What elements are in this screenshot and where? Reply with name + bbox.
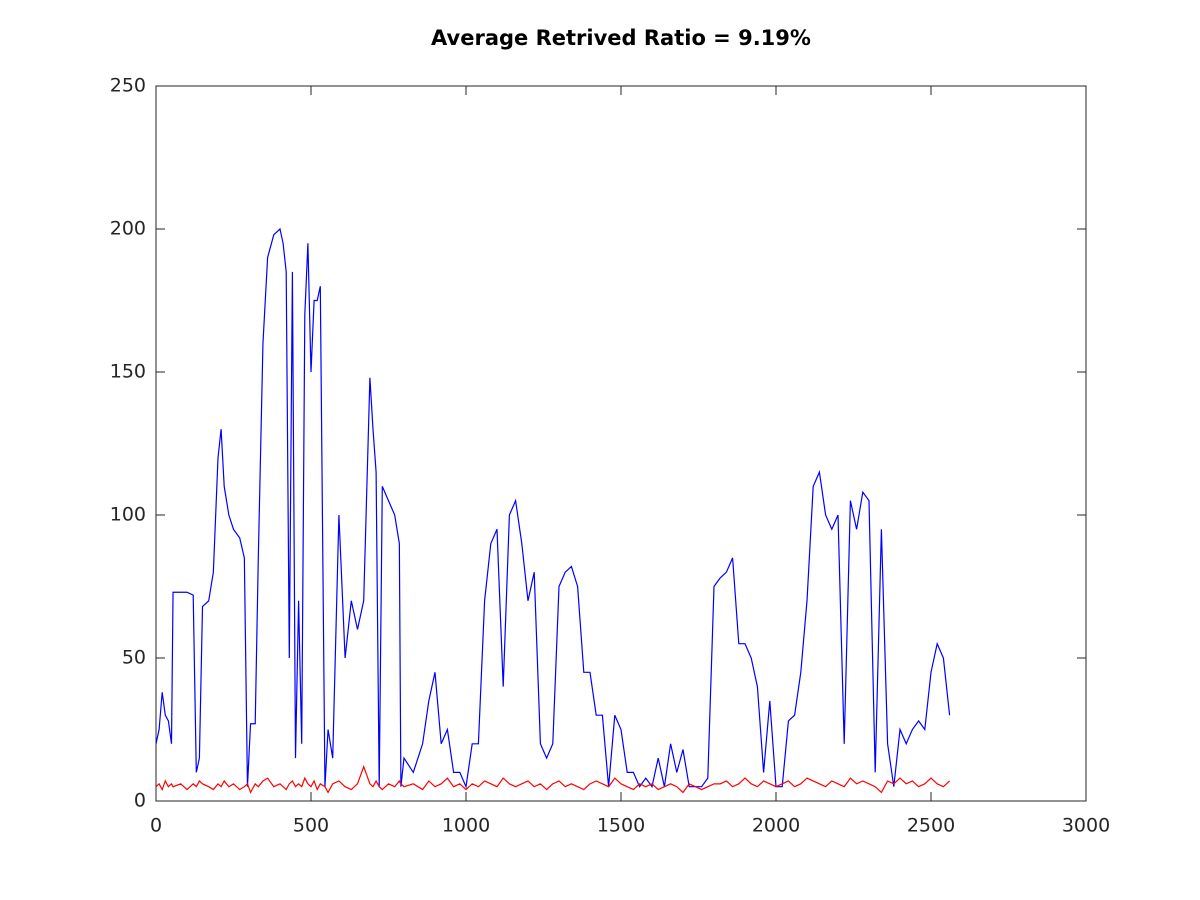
- y-tick-label: 200: [110, 218, 146, 240]
- x-tick-label: 500: [293, 815, 329, 837]
- y-tick-label: 0: [134, 790, 146, 812]
- x-tick-label: 1500: [597, 815, 645, 837]
- y-tick-label: 50: [122, 647, 146, 669]
- x-tick-label: 0: [150, 815, 162, 837]
- chart-title: Average Retrived Ratio = 9.19%: [431, 26, 811, 50]
- y-tick-label: 250: [110, 75, 146, 97]
- x-tick-label: 1000: [442, 815, 490, 837]
- y-tick-label: 100: [110, 504, 146, 526]
- data-line: [155, 227, 951, 789]
- x-tick-label: 3000: [1062, 815, 1110, 837]
- x-tick-label: 2500: [907, 815, 955, 837]
- data-line: [155, 764, 951, 794]
- x-tick-label: 2000: [752, 815, 800, 837]
- y-tick-label: 150: [110, 361, 146, 383]
